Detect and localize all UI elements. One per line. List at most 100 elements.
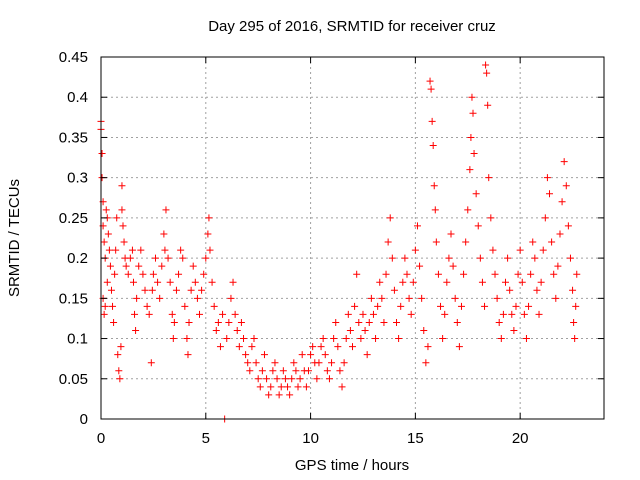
data-point bbox=[204, 230, 212, 238]
data-point bbox=[104, 230, 112, 238]
data-point bbox=[464, 206, 472, 214]
data-point bbox=[407, 310, 415, 318]
data-point bbox=[118, 182, 126, 190]
data-point bbox=[384, 238, 392, 246]
data-point bbox=[497, 335, 505, 343]
data-point bbox=[455, 343, 463, 351]
data-point bbox=[541, 214, 549, 222]
data-point bbox=[468, 93, 476, 101]
data-point bbox=[137, 246, 145, 254]
data-point bbox=[535, 310, 543, 318]
data-point bbox=[105, 246, 113, 254]
data-point bbox=[235, 343, 243, 351]
data-point bbox=[166, 278, 174, 286]
data-point bbox=[349, 343, 356, 351]
data-point bbox=[168, 310, 176, 318]
data-point bbox=[363, 351, 371, 359]
data-point bbox=[323, 367, 331, 375]
data-point bbox=[145, 310, 153, 318]
data-point bbox=[518, 278, 526, 286]
data-point bbox=[133, 294, 141, 302]
data-point bbox=[437, 302, 445, 310]
data-point bbox=[359, 310, 367, 318]
data-point bbox=[537, 278, 545, 286]
data-point bbox=[548, 238, 556, 246]
data-point bbox=[154, 278, 162, 286]
data-point bbox=[427, 85, 435, 93]
data-point bbox=[336, 367, 344, 375]
data-point bbox=[313, 375, 321, 383]
data-point bbox=[426, 77, 434, 85]
data-point bbox=[522, 335, 530, 343]
data-point bbox=[198, 286, 206, 294]
data-point bbox=[470, 150, 478, 158]
data-point bbox=[393, 318, 401, 326]
data-point bbox=[501, 278, 509, 286]
data-point bbox=[141, 286, 149, 294]
data-point bbox=[514, 270, 522, 278]
data-point bbox=[489, 246, 497, 254]
data-point bbox=[531, 254, 539, 262]
data-point bbox=[223, 335, 231, 343]
data-point bbox=[175, 270, 183, 278]
data-point bbox=[246, 367, 254, 375]
data-point bbox=[388, 254, 396, 262]
data-point bbox=[117, 343, 125, 351]
data-point bbox=[546, 190, 554, 198]
data-point bbox=[115, 367, 123, 375]
data-point bbox=[143, 302, 151, 310]
data-point bbox=[344, 310, 352, 318]
data-point bbox=[206, 246, 214, 254]
data-point bbox=[405, 294, 413, 302]
y-tick-label: 0.25 bbox=[59, 210, 88, 227]
data-point bbox=[302, 383, 310, 391]
data-point bbox=[556, 230, 564, 238]
data-point bbox=[512, 302, 520, 310]
data-point bbox=[100, 310, 108, 318]
data-point bbox=[487, 214, 495, 222]
data-point bbox=[564, 222, 572, 230]
data-point bbox=[106, 262, 114, 270]
data-point bbox=[216, 343, 224, 351]
data-point bbox=[355, 318, 363, 326]
data-point bbox=[443, 278, 451, 286]
data-point bbox=[298, 351, 306, 359]
data-point bbox=[275, 391, 283, 399]
data-point bbox=[539, 246, 547, 254]
data-point bbox=[466, 166, 474, 174]
data-point bbox=[529, 238, 537, 246]
data-point bbox=[260, 351, 268, 359]
data-point bbox=[424, 343, 432, 351]
y-tick-label: 0.2 bbox=[67, 250, 88, 267]
data-point bbox=[263, 375, 271, 383]
data-point bbox=[420, 327, 428, 335]
data-point bbox=[376, 278, 384, 286]
y-tick-label: 0.1 bbox=[67, 331, 88, 348]
data-point bbox=[172, 286, 180, 294]
data-point bbox=[237, 318, 245, 326]
data-point bbox=[439, 335, 447, 343]
data-point bbox=[294, 383, 302, 391]
data-point bbox=[181, 302, 189, 310]
data-point bbox=[527, 270, 535, 278]
data-point bbox=[210, 302, 218, 310]
data-point bbox=[328, 359, 336, 367]
data-point bbox=[554, 262, 562, 270]
data-point bbox=[128, 246, 136, 254]
data-point bbox=[506, 286, 514, 294]
data-point bbox=[533, 286, 541, 294]
data-point bbox=[124, 270, 132, 278]
points-layer bbox=[97, 61, 581, 423]
data-point bbox=[139, 270, 147, 278]
data-point bbox=[288, 375, 296, 383]
data-point bbox=[378, 294, 386, 302]
data-point bbox=[164, 254, 172, 262]
data-point bbox=[242, 351, 250, 359]
data-point bbox=[158, 262, 166, 270]
data-point bbox=[397, 302, 405, 310]
data-point bbox=[351, 302, 359, 310]
data-point bbox=[484, 101, 492, 109]
data-point bbox=[332, 318, 340, 326]
data-point bbox=[202, 254, 210, 262]
data-point bbox=[200, 270, 208, 278]
